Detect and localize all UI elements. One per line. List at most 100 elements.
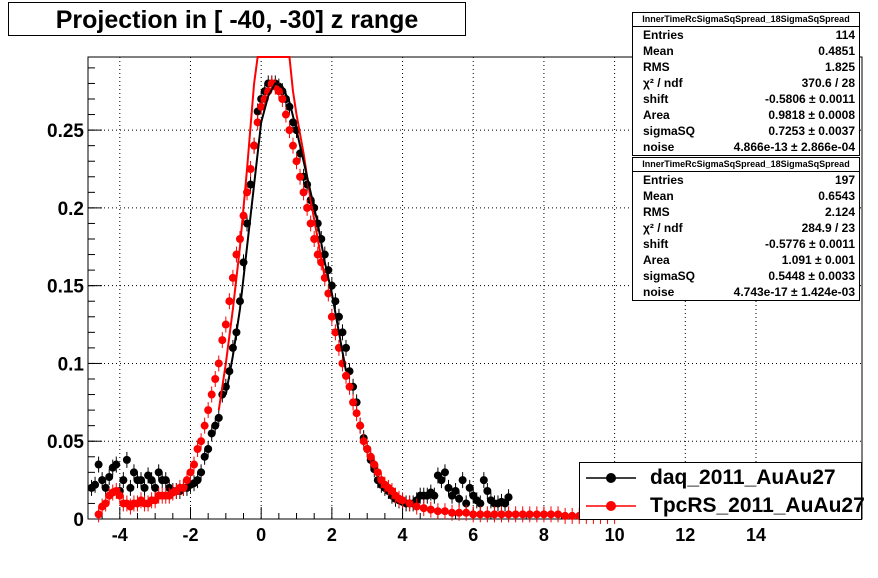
- data-point-1: [419, 504, 428, 513]
- x-tick-label: 12: [675, 525, 695, 545]
- data-point-1: [532, 510, 541, 519]
- data-point-0: [458, 476, 467, 485]
- stats-label: χ² / ndf: [643, 221, 683, 235]
- data-point-1: [278, 95, 287, 103]
- data-point-1: [253, 118, 262, 127]
- data-point-1: [511, 510, 520, 519]
- legend-marker-daq: [586, 473, 636, 483]
- data-point-1: [186, 468, 195, 477]
- data-point-1: [221, 320, 230, 329]
- data-point-1: [274, 87, 283, 96]
- data-point-1: [455, 508, 464, 517]
- stats-value: 0.6543: [818, 189, 855, 203]
- x-tick-label: -4: [112, 525, 128, 545]
- data-point-1: [497, 510, 506, 519]
- stats-label: Entries: [643, 173, 684, 187]
- data-point-0: [483, 487, 492, 495]
- data-point-0: [140, 483, 149, 492]
- data-point-1: [250, 141, 259, 150]
- stats-label: sigmaSQ: [643, 124, 696, 138]
- x-tick-label: 10: [605, 525, 625, 545]
- stats-value: 0.7253 ± 0.0037: [768, 124, 855, 138]
- data-point-1: [292, 157, 301, 166]
- data-point-1: [352, 409, 361, 418]
- stats-label: Entries: [643, 28, 684, 42]
- y-tick-label: 0: [73, 510, 84, 531]
- data-point-0: [200, 452, 209, 461]
- stats-value: 1.825: [824, 60, 855, 74]
- data-point-1: [285, 126, 294, 135]
- stats-label: shift: [643, 237, 669, 251]
- data-point-1: [504, 510, 513, 519]
- stats-row: RMS 2.124: [633, 204, 859, 220]
- data-point-0: [455, 494, 464, 503]
- stats-row: RMS 1.825: [633, 59, 859, 75]
- data-point-1: [204, 406, 213, 415]
- chart-title: Projection in [ -40, -30] z range: [8, 2, 466, 36]
- data-point-1: [228, 273, 237, 282]
- data-point-1: [554, 510, 563, 519]
- stats-box-name: InnerTimeRcSigmaSqSpread_18SigmaSqSpread: [633, 158, 859, 172]
- legend-label-tpcrs: TpcRS_2011_AuAu27: [650, 494, 865, 517]
- data-point-1: [433, 507, 442, 516]
- data-point-1: [546, 510, 555, 519]
- stats-value: 2.124: [824, 205, 855, 219]
- data-point-1: [462, 508, 471, 517]
- stats-value: -0.5776 ± 0.0011: [765, 237, 855, 251]
- data-point-1: [539, 510, 548, 519]
- data-point-0: [342, 343, 350, 352]
- data-point-0: [119, 476, 128, 485]
- data-point-0: [193, 476, 202, 485]
- data-point-0: [129, 468, 138, 477]
- y-tick-label: 0.05: [47, 432, 84, 453]
- stats-value: 197: [834, 173, 855, 187]
- data-point-0: [444, 483, 453, 492]
- data-point-1: [310, 235, 319, 243]
- stats-row: Area 1.091 ± 0.001: [633, 252, 859, 268]
- data-point-1: [246, 165, 255, 173]
- stats-label: χ² / ndf: [643, 76, 683, 90]
- data-point-1: [561, 511, 570, 520]
- data-point-1: [225, 297, 234, 306]
- stats-row: noise 4.866e-13 ± 2.866e-04: [633, 139, 859, 155]
- data-point-1: [207, 390, 216, 399]
- data-point-1: [568, 511, 577, 520]
- legend-label-daq: daq_2011_AuAu27: [650, 466, 836, 489]
- stats-label: shift: [643, 92, 669, 106]
- stats-value: 370.6 / 28: [801, 76, 855, 90]
- data-point-0: [197, 468, 206, 477]
- data-point-0: [122, 455, 131, 464]
- data-point-1: [115, 491, 124, 500]
- data-point-1: [469, 510, 478, 519]
- data-point-0: [437, 476, 446, 485]
- data-point-0: [211, 421, 220, 430]
- fit-curve-3: [224, 82, 347, 395]
- stats-label: Mean: [643, 189, 674, 203]
- x-tick-label: 6: [468, 525, 478, 545]
- data-point-1: [288, 141, 297, 150]
- data-point-1: [405, 499, 414, 508]
- data-point-1: [349, 398, 358, 407]
- stats-value: 0.9818 ± 0.0008: [768, 108, 855, 122]
- stats-value: 0.4851: [818, 44, 855, 58]
- legend-entry-tpcrs: TpcRS_2011_AuAu27: [580, 492, 865, 520]
- data-point-0: [126, 483, 135, 492]
- data-point-1: [193, 445, 202, 453]
- stats-row: sigmaSQ 0.5448 ± 0.0033: [633, 268, 859, 284]
- data-point-0: [207, 429, 216, 438]
- stats-label: noise: [643, 285, 675, 299]
- stats-label: sigmaSQ: [643, 269, 696, 283]
- fit-curve-2: [217, 56, 326, 411]
- data-point-0: [154, 468, 163, 477]
- data-point-0: [101, 483, 110, 492]
- data-point-1: [94, 510, 103, 519]
- data-point-1: [483, 510, 492, 519]
- stats-label: RMS: [643, 60, 670, 74]
- data-point-1: [476, 510, 485, 519]
- data-point-0: [430, 491, 439, 500]
- data-point-0: [94, 460, 103, 469]
- stats-value: 4.866e-13 ± 2.866e-04: [733, 140, 855, 154]
- data-point-1: [179, 483, 188, 492]
- data-point-0: [98, 476, 107, 485]
- data-point-1: [398, 496, 407, 505]
